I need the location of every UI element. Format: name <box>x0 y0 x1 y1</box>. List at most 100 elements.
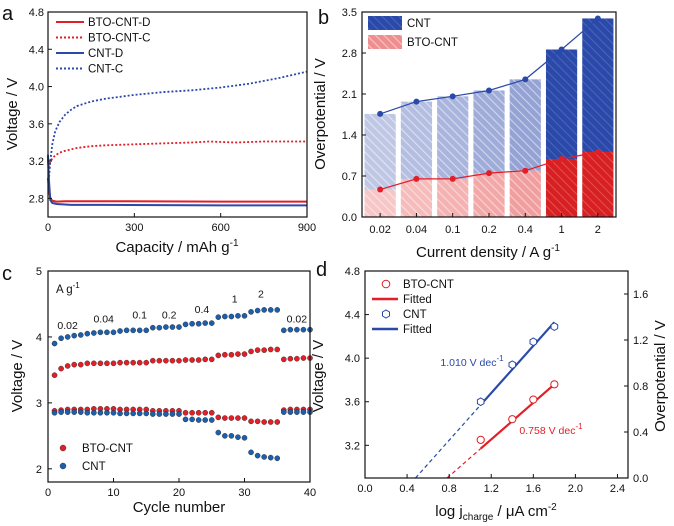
panel-c-point-cnt-charge <box>182 321 189 328</box>
panel-c-point-bto-cnt-discharge <box>182 409 189 416</box>
panel-c-point-bto-cnt-charge <box>261 347 267 353</box>
panel-d-point-cnt <box>476 397 485 407</box>
panel-c-point-cnt-discharge <box>195 417 202 423</box>
panel-d-legend-label: Fitted <box>403 324 432 336</box>
panel-d-legend: BTO-CNT Fitted CNT Fitted <box>372 279 454 336</box>
panel-b-point-cnt <box>594 15 601 22</box>
panel-b-bar-bto-cnt <box>400 178 433 217</box>
panel-c-point-cnt-discharge <box>274 455 281 462</box>
panel-c-point-bto-cnt-charge <box>202 356 208 363</box>
panel-c-point-cnt-charge <box>123 327 130 334</box>
panel-c-legend-label: CNT <box>82 461 106 473</box>
panel-b-legend-swatch <box>368 16 402 30</box>
panel-b-legend-label: CNT <box>407 18 431 30</box>
panel-c-point-bto-cnt-discharge <box>228 415 235 421</box>
panel-b-ytick-label: 2.1 <box>342 89 357 101</box>
panel-a-letter: a <box>2 3 14 25</box>
panel-c-point-cnt-charge <box>261 307 267 313</box>
panel-c-point-bto-cnt-discharge <box>215 414 222 421</box>
panel-b-ytick-label: 0.7 <box>342 171 357 183</box>
panel-c-point-bto-cnt-charge <box>130 359 136 366</box>
panel-c-point-cnt-charge <box>51 340 58 347</box>
panel-c-point-cnt-charge <box>176 324 182 330</box>
panel-b-xtick-label: 1 <box>559 224 565 236</box>
panel-a-xlabel: Capacity / mAh g-1 <box>115 238 239 256</box>
panel-c-point-cnt-discharge <box>97 409 104 416</box>
panel-c-point-bto-cnt-charge <box>77 361 84 368</box>
panel-b-xtick-label: 2 <box>595 224 601 236</box>
panel-c-point-bto-cnt-discharge <box>202 409 208 416</box>
panel-c-point-cnt-charge <box>208 320 215 326</box>
panel-c-rate-label: 0.02 <box>57 320 78 332</box>
panel-c-point-cnt-charge <box>58 335 64 342</box>
panel-c-rate-label: 0.02 <box>287 313 308 325</box>
panel-d-slope-label: 1.010 V dec-1 <box>440 354 504 369</box>
panel-c-point-cnt-discharge <box>208 417 215 423</box>
panel-c-ytick-label: 5 <box>36 266 42 278</box>
panel-d-letter: d <box>316 259 327 281</box>
panel-c-point-cnt-charge <box>287 326 294 333</box>
panel-a-legend-label: CNT-D <box>88 48 123 60</box>
panel-c-point-bto-cnt-charge <box>169 357 176 364</box>
panel-d-y2tick-label: 1.6 <box>633 289 648 301</box>
panel-d-xtick-label: 1.6 <box>526 483 541 495</box>
panel-c-point-cnt-discharge <box>91 409 97 416</box>
panel-c-point-bto-cnt-discharge <box>248 418 254 425</box>
panel-c-point-cnt-discharge <box>71 409 77 415</box>
panel-b-bar-cnt <box>545 49 578 160</box>
panel-b-point-cnt <box>413 98 420 105</box>
panel-b-point-cnt <box>449 93 456 100</box>
panel-c-point-bto-cnt-charge <box>97 360 104 367</box>
panel-d-ytick-label: 4.8 <box>345 266 360 278</box>
panel-d-ylabel: Voltage / V <box>310 340 327 413</box>
panel-c-rate-label: 0.04 <box>93 313 114 325</box>
panel-c-point-cnt-charge <box>280 327 287 334</box>
panel-c-point-bto-cnt-charge <box>136 359 143 366</box>
panel-c-point-cnt-charge <box>274 307 281 313</box>
panel-d-legend-swatch <box>381 279 391 289</box>
panel-c-legend-label: BTO-CNT <box>82 443 133 455</box>
panel-d-y2tick-label: 1.2 <box>633 335 648 347</box>
panel-c-point-bto-cnt-discharge <box>241 415 248 421</box>
panel-d-ylabel-right: Overpotential / V <box>652 320 669 432</box>
panel-c-point-cnt-charge <box>143 327 150 334</box>
panel-c-point-cnt-discharge <box>189 416 195 423</box>
panel-c-point-cnt-charge <box>71 332 77 339</box>
panel-c-xtick-label: 0 <box>45 487 51 499</box>
panel-c-rate-label: 0.2 <box>162 309 177 321</box>
panel-a-ytick-label: 3.6 <box>29 119 44 131</box>
panel-d-ytick-label: 3.6 <box>345 397 360 409</box>
panel-c-point-cnt-discharge <box>58 409 64 415</box>
panel-c-point-cnt-charge <box>64 334 71 340</box>
panel-c-point-cnt-charge <box>84 330 91 337</box>
panel-c-point-cnt-charge <box>294 326 300 333</box>
panel-b-bar-bto-cnt <box>509 170 541 217</box>
panel-c-point-cnt-charge <box>215 314 222 320</box>
panel-c-ytick-label: 4 <box>36 332 42 344</box>
panel-c-point-cnt-discharge <box>84 409 91 416</box>
panel-c-xtick-label: 10 <box>107 487 119 499</box>
panel-c-point-bto-cnt-charge <box>189 357 195 363</box>
panel-b-ytick-label: 3.5 <box>342 7 357 19</box>
panel-c-point-cnt-discharge <box>117 410 123 417</box>
panel-b-bar-cnt <box>400 101 433 179</box>
panel-a-ytick-label: 3.2 <box>29 156 44 168</box>
panel-c-point-cnt-discharge <box>235 434 241 440</box>
panel-a-ytick-label: 2.8 <box>29 193 44 205</box>
panel-c-point-bto-cnt-charge <box>287 355 294 362</box>
panel-c-point-cnt-discharge <box>300 409 307 415</box>
panel-c-point-bto-cnt-charge <box>149 357 156 364</box>
panel-b-bar-bto-cnt <box>582 151 614 217</box>
panel-c-point-cnt-charge <box>189 320 195 327</box>
panel-c-point-bto-cnt-charge <box>208 356 215 363</box>
panel-d-legend-swatch <box>382 309 390 319</box>
panel-c-point-cnt-discharge <box>294 409 300 415</box>
panel-c-point-cnt-discharge <box>104 409 110 416</box>
panel-c-point-bto-cnt-charge <box>248 348 254 355</box>
panel-c-point-cnt-charge <box>110 329 117 336</box>
panel-c-point-cnt-charge <box>156 324 163 331</box>
panel-c-point-bto-cnt-charge <box>123 359 130 366</box>
panel-d-point-bto-cnt <box>550 380 559 389</box>
panel-d-legend-label: Fitted <box>403 294 432 306</box>
